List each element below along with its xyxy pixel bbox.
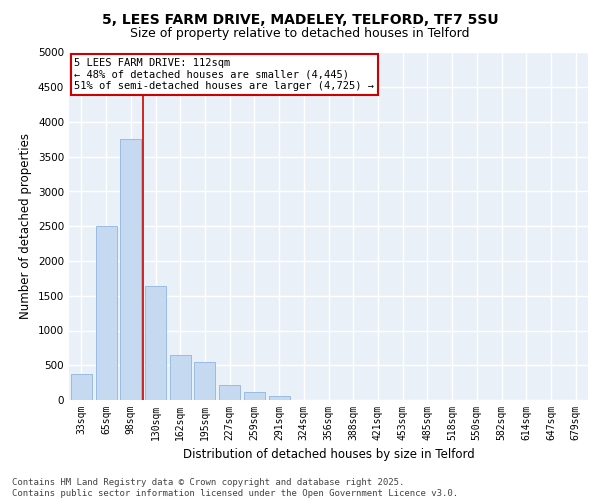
Text: Size of property relative to detached houses in Telford: Size of property relative to detached ho… — [130, 28, 470, 40]
Y-axis label: Number of detached properties: Number of detached properties — [19, 133, 32, 320]
Bar — [269, 396, 290, 400]
Bar — [170, 355, 191, 400]
Bar — [95, 226, 116, 400]
Text: 5 LEES FARM DRIVE: 112sqm
← 48% of detached houses are smaller (4,445)
51% of se: 5 LEES FARM DRIVE: 112sqm ← 48% of detac… — [74, 58, 374, 91]
Bar — [71, 374, 92, 400]
Text: 5, LEES FARM DRIVE, MADELEY, TELFORD, TF7 5SU: 5, LEES FARM DRIVE, MADELEY, TELFORD, TF… — [101, 12, 499, 26]
X-axis label: Distribution of detached houses by size in Telford: Distribution of detached houses by size … — [182, 448, 475, 462]
Text: Contains HM Land Registry data © Crown copyright and database right 2025.
Contai: Contains HM Land Registry data © Crown c… — [12, 478, 458, 498]
Bar — [219, 384, 240, 400]
Bar — [244, 392, 265, 400]
Bar — [194, 362, 215, 400]
Bar — [145, 286, 166, 400]
Bar — [120, 140, 141, 400]
